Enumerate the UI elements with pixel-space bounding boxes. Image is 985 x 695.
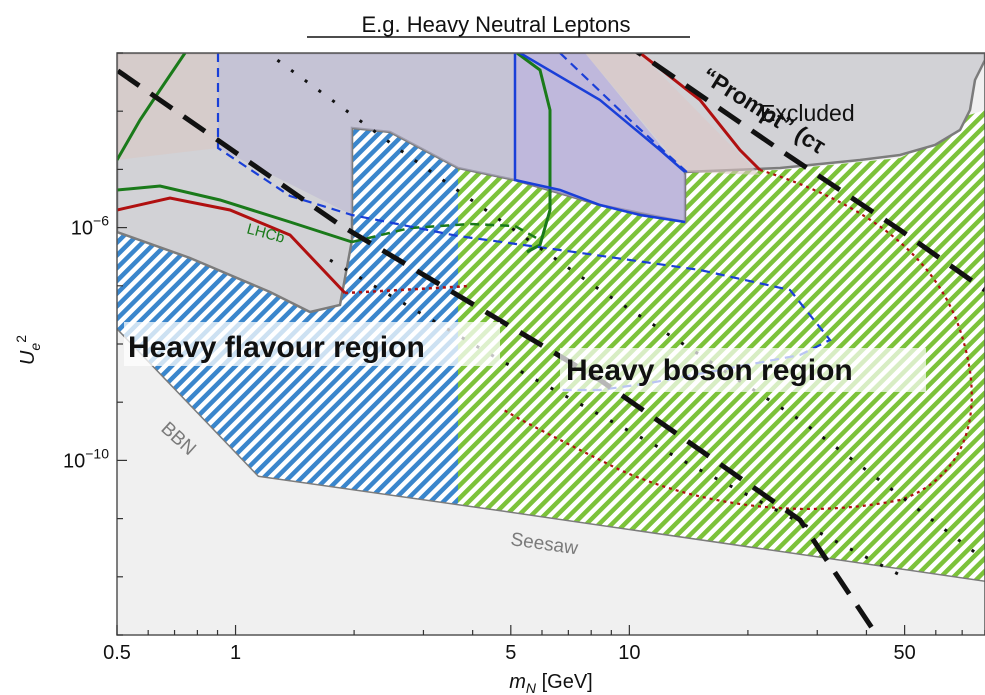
purple-region-2 [515, 53, 685, 222]
prompt-dashed-3 [634, 53, 985, 293]
x-axis-ticks: 0.5 1 5 10 50 [103, 625, 985, 664]
x-tick-label: 50 [893, 642, 915, 664]
heavy-flavour-label: Heavy flavour region [128, 331, 425, 364]
red-dotted-loop [503, 168, 973, 510]
y-axis-label: Ue2 [13, 335, 43, 365]
lhcb-curve [117, 184, 353, 244]
lower-excluded [117, 330, 985, 635]
heavy-boson-hatch [458, 110, 985, 582]
heavy-flavour-label-bg [124, 322, 500, 366]
y-tick-label: 10−6 [71, 213, 109, 240]
y-axis-ticks: 10−6 10−10 [63, 52, 127, 636]
lhcb-curve-upper [117, 53, 187, 161]
red-curve-left [117, 196, 347, 295]
x-tick-label: 0.5 [103, 642, 131, 664]
blue-solid-2 [519, 53, 686, 173]
green-vertical-curve [516, 53, 552, 254]
purple-region [218, 53, 515, 215]
chart-title: E.g. Heavy Neutral Leptons [361, 12, 630, 37]
pink-region-2 [585, 53, 760, 175]
heavy-boson-label: Heavy boson region [566, 354, 853, 387]
x-tick-label: 10 [618, 642, 640, 664]
blue-dashed-2 [559, 53, 691, 176]
y-tick-label: 10−10 [63, 445, 109, 472]
x-tick-label: 1 [230, 642, 241, 664]
excluded-label: Excluded [760, 100, 855, 126]
heavy-flavour-hatch [117, 128, 458, 512]
blue-solid [513, 53, 686, 224]
x-tick-label: 5 [505, 642, 516, 664]
heavy-boson-label-bg [560, 348, 926, 392]
x-axis-label: mN [GeV] [509, 671, 593, 695]
